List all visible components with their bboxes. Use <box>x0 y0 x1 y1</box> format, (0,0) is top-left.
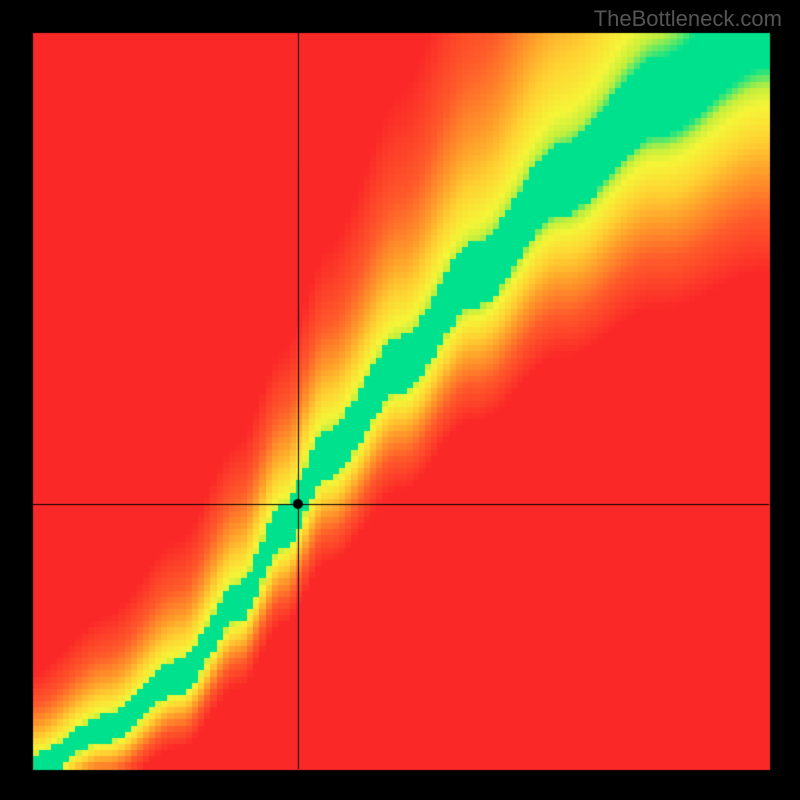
chart-container: TheBottleneck.com <box>0 0 800 800</box>
watermark-text: TheBottleneck.com <box>594 6 782 32</box>
heatmap-canvas <box>0 0 800 800</box>
